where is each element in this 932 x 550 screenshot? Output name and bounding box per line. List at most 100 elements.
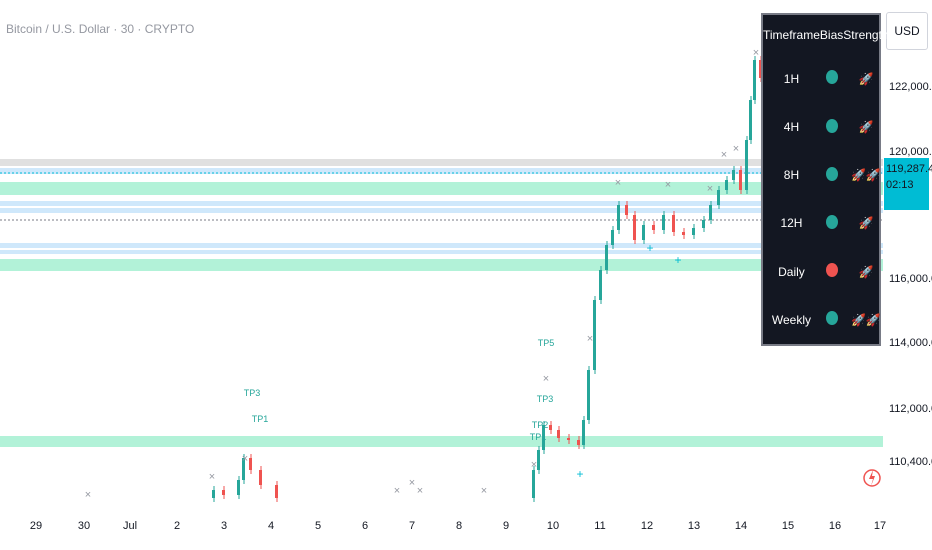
time-tick: 29: [29, 520, 43, 532]
time-tick: 9: [502, 520, 510, 532]
sell-marker: ×: [721, 149, 727, 161]
price-tick: 122,000.00: [889, 81, 932, 93]
table-row: Daily 🚀: [763, 248, 889, 296]
header-bias: Bias: [819, 27, 844, 42]
candle-body: [549, 425, 552, 430]
green-zone: [0, 436, 883, 447]
candle-body: [642, 225, 645, 240]
take-profit-label: TP1: [530, 432, 547, 442]
candle-body: [682, 232, 685, 235]
time-tick: 12: [640, 520, 654, 532]
sell-marker: ×: [665, 179, 671, 191]
bullish-circle-icon: [825, 166, 838, 181]
candle-body: [717, 190, 720, 205]
sell-marker: ×: [531, 459, 537, 471]
candle-body: [599, 270, 602, 300]
sell-marker: ×: [615, 177, 621, 189]
bullish-circle-icon: [825, 214, 838, 229]
time-tick: 11: [594, 520, 606, 532]
candle-body: [567, 438, 570, 440]
time-tick: 10: [546, 520, 560, 532]
time-tick: 7: [408, 520, 416, 532]
price-tick: 114,000.00: [889, 337, 932, 349]
candle-body: [709, 205, 712, 220]
rocket-icon: 🚀: [858, 120, 874, 134]
price-chart[interactable]: × × × × × × × × × × × × × × × × + + + TP3 TP1 TP5 TP3 TP2 TP1: [0, 0, 883, 512]
candle-body: [582, 420, 585, 445]
symbol-title: Bitcoin / U.S. Dollar · 30 · CRYPTO: [6, 22, 195, 36]
logo-icon[interactable]: [862, 458, 882, 496]
time-tick: 17: [873, 520, 887, 532]
table-header-row: Timeframe Bias Strength: [763, 15, 889, 55]
green-zone: [0, 182, 883, 195]
candle-body: [249, 458, 252, 470]
time-tick: 30: [77, 520, 91, 532]
candle-body: [237, 480, 240, 495]
sell-marker: ×: [707, 183, 713, 195]
time-tick: 2: [173, 520, 181, 532]
buy-marker: +: [646, 241, 653, 255]
candle-body: [605, 245, 608, 270]
candle-body: [692, 228, 695, 235]
timeframe-label: Weekly: [771, 312, 812, 327]
candle-body: [652, 225, 655, 230]
buy-marker: +: [576, 467, 583, 481]
time-axis[interactable]: 29 30 Jul 2 3 4 5 6 7 8 9 10 11 12 13 14…: [0, 512, 887, 550]
blue-zone: [0, 250, 883, 254]
candle-body: [753, 60, 756, 100]
rocket-icon: 🚀🚀: [850, 312, 881, 327]
timeframe-label: 12H: [780, 216, 803, 231]
candle-body: [212, 490, 215, 498]
currency-button[interactable]: USD: [886, 12, 928, 50]
table-row: 1H 🚀: [763, 55, 889, 103]
rocket-icon: 🚀: [858, 71, 874, 86]
price-tick: 120,000.00: [889, 146, 932, 158]
rocket-icon: 🚀: [858, 264, 874, 279]
candle-body: [537, 450, 540, 470]
blue-zone: [0, 208, 883, 213]
timeframe-label: Daily: [778, 264, 805, 279]
header-timeframe: Timeframe: [763, 27, 820, 42]
time-tick: Jul: [122, 520, 138, 532]
header-strength: Strength: [843, 27, 889, 42]
candle-body: [593, 300, 596, 370]
candle-body: [749, 100, 752, 140]
time-tick: 13: [687, 520, 701, 532]
price-tick: 110,400.00: [889, 456, 932, 468]
sell-marker: ×: [481, 485, 487, 497]
candle-body: [242, 458, 245, 480]
bias-table: Timeframe Bias Strength 1H 🚀 4H 🚀 8H 🚀🚀 …: [761, 13, 889, 346]
bar-countdown: 02:13: [886, 179, 914, 191]
candle-body: [702, 220, 705, 228]
candle-body: [625, 205, 628, 215]
time-tick: 3: [220, 520, 228, 532]
candle-body: [617, 205, 620, 230]
rocket-icon: 🚀: [858, 216, 874, 231]
bullish-circle-icon: [825, 70, 838, 85]
take-profit-label: TP2: [532, 420, 549, 430]
current-price: 119,287.44: [886, 163, 932, 175]
candle-body: [532, 470, 535, 498]
candle-body: [739, 170, 742, 190]
candle-body: [587, 370, 590, 420]
candle-body: [557, 430, 560, 438]
take-profit-label: TP5: [538, 338, 555, 348]
sell-marker: ×: [242, 453, 248, 465]
blue-zone: [0, 243, 883, 248]
time-tick: 4: [267, 520, 275, 532]
take-profit-label: TP3: [537, 394, 554, 404]
bearish-circle-icon: [825, 263, 838, 278]
table-row: 4H 🚀: [763, 103, 889, 151]
table-row: 8H 🚀🚀: [763, 151, 889, 199]
candle-body: [725, 180, 728, 190]
candle-body: [222, 490, 225, 495]
time-tick: 14: [734, 520, 748, 532]
timeframe-label: 8H: [783, 168, 800, 183]
timeframe-label: 1H: [783, 71, 800, 86]
candle-body: [662, 215, 665, 230]
candle-body: [611, 230, 614, 245]
table-row: 12H 🚀: [763, 199, 889, 247]
price-axis[interactable]: 122,000.00 120,000.00 116,000.00 114,000…: [883, 0, 932, 512]
sell-marker: ×: [85, 489, 91, 501]
